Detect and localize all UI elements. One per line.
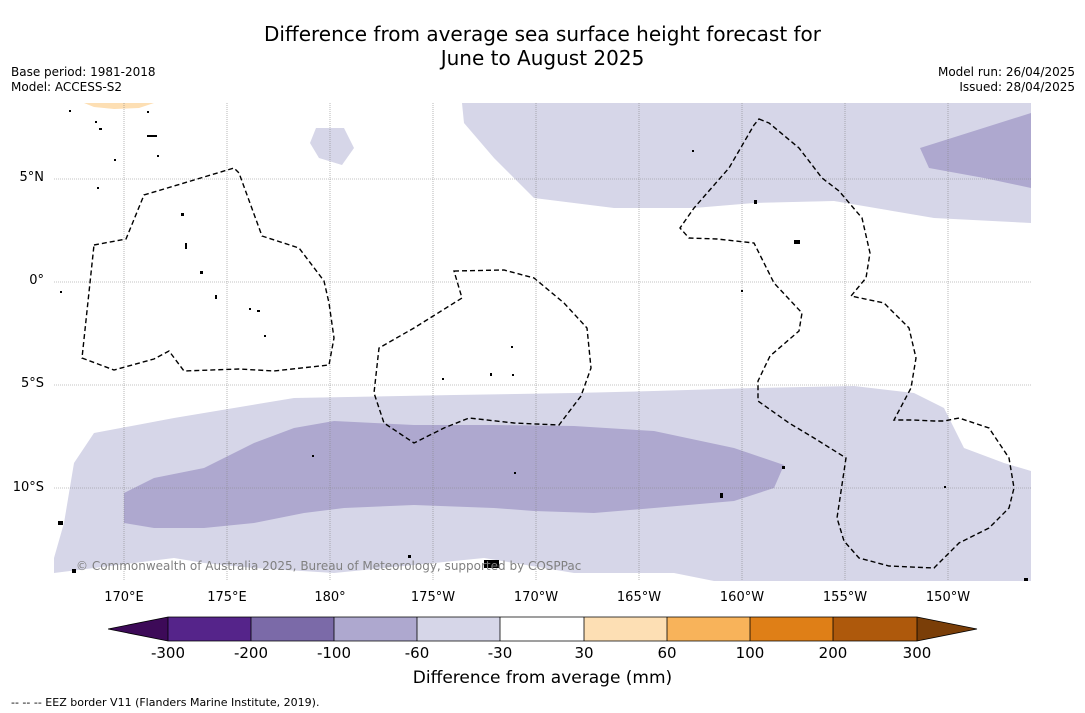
colorbar-tick-3: -100: [316, 644, 352, 662]
colorbar-tick-8: 100: [735, 644, 765, 662]
colorbar-segment-2: [251, 617, 334, 641]
meta-right: Model run: 26/04/2025 Issued: 28/04/2025: [938, 65, 1075, 95]
colorbar-tick-2: -200: [233, 644, 269, 662]
colorbar-label: Difference from average (mm): [412, 668, 673, 688]
meta-left: Base period: 1981-2018 Model: ACCESS-S2: [11, 65, 156, 95]
lon-label-160w: 160°W: [719, 590, 765, 605]
colorbar-tick-6: 30: [574, 644, 594, 662]
lon-label-150w: 150°W: [925, 590, 971, 605]
map-plot: [54, 103, 1031, 581]
colorbar-tick-4: -60: [404, 644, 430, 662]
lat-label-5s: 5°S: [20, 376, 44, 391]
colorbar-segment-6: [584, 617, 667, 641]
anomaly-patch-positive: [84, 103, 154, 109]
colorbar-segment-3: [334, 617, 417, 641]
model-name: Model: ACCESS-S2: [11, 80, 123, 94]
lon-label-155w: 155°W: [822, 590, 868, 605]
colorbar-segment-8: [750, 617, 833, 641]
lon-label-170e: 170°E: [104, 590, 144, 605]
map-gridlines: [54, 103, 1031, 581]
map-title: Difference from average sea surface heig…: [0, 22, 1085, 70]
lon-label-175e: 175°E: [207, 590, 247, 605]
colorbar-segment-1: [168, 617, 251, 641]
copyright-notice: © Commonwealth of Australia 2025, Bureau…: [76, 559, 582, 573]
anomaly-band-north-light: [462, 103, 1031, 223]
base-period: Base period: 1981-2018: [11, 65, 156, 79]
model-run: Model run: 26/04/2025: [937, 65, 1075, 79]
lat-label-5n: 5°N: [19, 170, 45, 185]
lon-label-165w: 165°W: [616, 590, 662, 605]
colorbar-tick-9: 200: [818, 644, 848, 662]
colorbar-tick-10: 300: [902, 644, 932, 662]
colorbar-extend-high: [917, 617, 977, 641]
colorbar-extend-low: [108, 617, 168, 641]
eez-borders: [81, 118, 1015, 569]
colorbar-tick-7: 60: [657, 644, 677, 662]
lat-label-0: 0°: [29, 273, 44, 288]
lon-label-175w: 175°W: [410, 590, 456, 605]
anomaly-band-south-medium: [124, 421, 784, 528]
lon-label-180: 180°: [314, 590, 346, 605]
lon-label-170w: 170°W: [513, 590, 559, 605]
colorbar-segment-9: [833, 617, 917, 641]
lat-label-10s: 10°S: [12, 480, 44, 495]
colorbar-tick-1: -300: [150, 644, 186, 662]
issued-date: Issued: 28/04/2025: [959, 80, 1075, 94]
colorbar-segment-4: [417, 617, 500, 641]
title-line-2: June to August 2025: [440, 46, 645, 70]
colorbar: [108, 616, 978, 642]
colorbar-tick-5: -30: [487, 644, 513, 662]
colorbar-segment-7: [667, 617, 750, 641]
anomaly-patch-small-light: [310, 128, 354, 165]
colorbar-segment-5: [500, 617, 584, 641]
title-line-1: Difference from average sea surface heig…: [263, 22, 822, 46]
eez-legend: -- -- -- EEZ border V11 (Flanders Marine…: [11, 696, 320, 709]
islands: [58, 110, 1028, 581]
